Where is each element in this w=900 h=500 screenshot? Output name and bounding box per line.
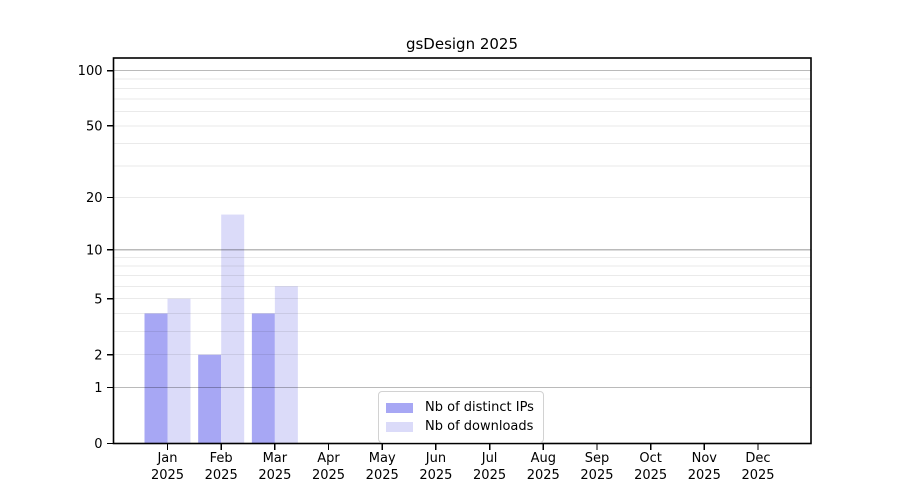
legend: Nb of distinct IPs Nb of downloads xyxy=(378,391,544,443)
x-tick-label-month: Jun xyxy=(425,451,446,466)
x-tick-label-year: 2025 xyxy=(366,468,399,483)
legend-label-downloads: Nb of downloads xyxy=(425,419,534,434)
y-tick-label: 10 xyxy=(86,243,103,258)
legend-item-downloads: Nb of downloads xyxy=(386,418,535,435)
legend-label-distinct-ips: Nb of distinct IPs xyxy=(425,400,534,415)
y-tick-label: 100 xyxy=(78,64,103,79)
x-tick-label-month: Nov xyxy=(692,451,718,466)
x-tick-label-year: 2025 xyxy=(258,468,291,483)
x-tick-label-year: 2025 xyxy=(312,468,345,483)
bar-distinct-ips-feb xyxy=(198,354,222,444)
x-tick-label-month: Oct xyxy=(639,451,661,466)
x-tick-label-year: 2025 xyxy=(634,468,667,483)
bar-downloads-mar xyxy=(274,286,298,444)
x-tick-label-year: 2025 xyxy=(527,468,560,483)
bar-downloads-feb xyxy=(221,214,245,444)
legend-swatch-distinct-ips xyxy=(386,402,413,413)
x-tick-label-year: 2025 xyxy=(741,468,774,483)
y-tick-label: 1 xyxy=(94,381,102,396)
chart-title: gsDesign 2025 xyxy=(405,35,519,53)
x-tick-label-year: 2025 xyxy=(473,468,506,483)
x-tick-label-year: 2025 xyxy=(580,468,613,483)
bar-distinct-ips-jan xyxy=(144,313,168,444)
x-tick-label-year: 2025 xyxy=(419,468,452,483)
x-tick-label-month: May xyxy=(369,451,396,466)
bar-distinct-ips-mar xyxy=(251,313,275,444)
x-tick-label-month: Jul xyxy=(481,451,498,466)
y-tick-label: 0 xyxy=(94,437,102,452)
x-tick-label-year: 2025 xyxy=(688,468,721,483)
y-tick-label: 50 xyxy=(86,119,103,134)
plot-border xyxy=(112,57,812,445)
legend-item-distinct-ips: Nb of distinct IPs xyxy=(386,399,535,416)
x-tick-label-month: Dec xyxy=(745,451,770,466)
x-tick-label-month: Apr xyxy=(317,451,340,466)
x-tick-label-month: Aug xyxy=(531,451,556,466)
legend-swatch-downloads xyxy=(386,421,413,432)
x-tick-label-month: Feb xyxy=(210,451,233,466)
x-tick-label-year: 2025 xyxy=(205,468,238,483)
bar-downloads-jan xyxy=(167,298,191,444)
y-tick-label: 5 xyxy=(94,292,102,307)
x-tick-label-month: Mar xyxy=(263,451,288,466)
x-tick-label-month: Sep xyxy=(585,451,610,466)
y-tick-label: 2 xyxy=(94,348,102,363)
x-tick-label-month: Jan xyxy=(156,451,177,466)
x-tick-label-year: 2025 xyxy=(151,468,184,483)
y-tick-label: 20 xyxy=(86,191,103,206)
